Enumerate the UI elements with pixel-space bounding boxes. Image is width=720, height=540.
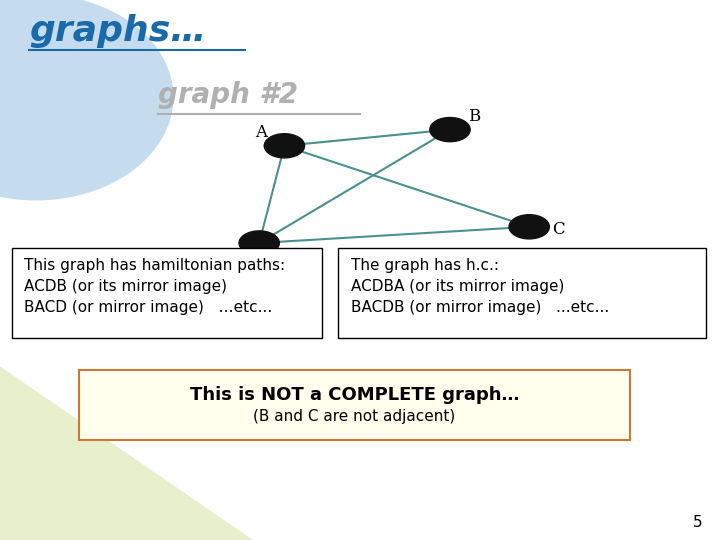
Polygon shape: [0, 367, 252, 540]
FancyBboxPatch shape: [12, 248, 322, 338]
Ellipse shape: [430, 118, 470, 141]
Text: C: C: [552, 221, 564, 238]
Text: graphs…: graphs…: [29, 14, 206, 48]
Text: BACDB (or mirror image)   ...etc...: BACDB (or mirror image) ...etc...: [351, 300, 609, 315]
Text: B: B: [467, 107, 480, 125]
Ellipse shape: [239, 231, 279, 255]
Text: ACDB (or its mirror image): ACDB (or its mirror image): [24, 279, 228, 294]
Ellipse shape: [264, 134, 305, 158]
Text: 5: 5: [693, 515, 702, 530]
Ellipse shape: [509, 215, 549, 239]
Text: BACD (or mirror image)   …etc...: BACD (or mirror image) …etc...: [24, 300, 273, 315]
Text: ACDBA (or its mirror image): ACDBA (or its mirror image): [351, 279, 564, 294]
FancyBboxPatch shape: [79, 370, 630, 440]
Text: A: A: [256, 124, 267, 141]
Text: D: D: [229, 249, 242, 267]
Text: The graph has h.c.:: The graph has h.c.:: [351, 258, 499, 273]
Circle shape: [0, 0, 173, 200]
Text: This graph has hamiltonian paths:: This graph has hamiltonian paths:: [24, 258, 286, 273]
FancyBboxPatch shape: [338, 248, 706, 338]
Text: (B and C are not adjacent): (B and C are not adjacent): [253, 409, 456, 424]
Text: graph #2: graph #2: [158, 81, 298, 109]
Text: This is NOT a COMPLETE graph…: This is NOT a COMPLETE graph…: [190, 386, 519, 404]
